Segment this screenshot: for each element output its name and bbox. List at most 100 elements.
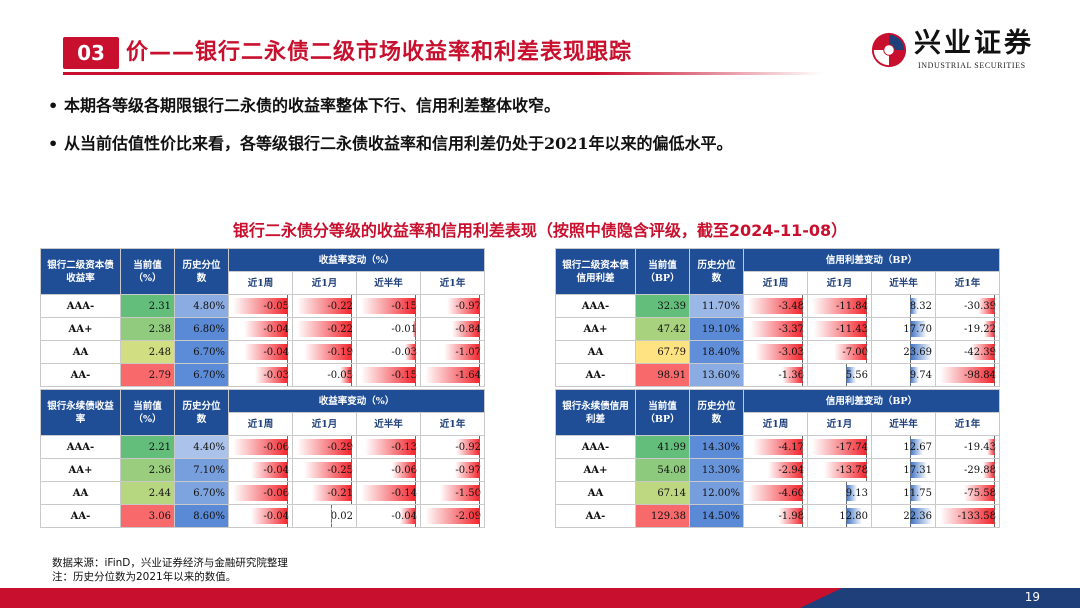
change-bar (424, 367, 481, 383)
change-value: -3.37 (778, 323, 804, 335)
zero-axis (802, 341, 804, 363)
change-cell: -4.60 (743, 481, 808, 505)
header-period: 近半年 (871, 271, 936, 295)
change-cell: -0.06 (228, 481, 293, 505)
rating-label: AA- (40, 363, 121, 387)
header-period: 近1月 (807, 412, 872, 436)
change-cell: -2.09 (419, 504, 486, 528)
change-bar (232, 298, 289, 314)
header-current-value: 当前值（BP） (635, 389, 690, 436)
percentile-value: 6.70% (174, 340, 229, 364)
change-value: -0.29 (327, 441, 353, 453)
table-row: AA 2.44 6.70% -0.06 -0.21 -0.14 -1.50 (40, 481, 486, 505)
percentile-value: 4.80% (174, 294, 229, 318)
percentile-value: 6.80% (174, 317, 229, 341)
header-current-value: 当前值（BP） (635, 248, 690, 295)
change-cell: -0.21 (292, 481, 357, 505)
change-cell: -4.17 (743, 435, 808, 459)
zero-axis (479, 364, 481, 386)
change-value: -0.15 (391, 300, 417, 312)
change-bar (909, 508, 933, 524)
header-period: 近1月 (807, 271, 872, 295)
change-value: 12.67 (903, 441, 932, 453)
zero-axis (287, 505, 289, 527)
change-cell: -29.88 (935, 458, 1000, 482)
change-cell: -0.25 (292, 458, 357, 482)
header-period: 近1周 (228, 412, 293, 436)
change-cell: -0.06 (228, 435, 293, 459)
header-change-group: 收益率变动（%） (227, 389, 486, 413)
change-bar (987, 439, 996, 455)
change-bar (232, 485, 289, 501)
change-value: -0.04 (263, 346, 289, 358)
percentile-value: 13.30% (689, 458, 744, 482)
percentile-value: 8.60% (174, 504, 229, 528)
company-logo: 兴业证券 INDUSTRIAL SECURITIES (870, 27, 1060, 75)
change-bar (296, 321, 353, 337)
header-current-value: 当前值（%） (120, 248, 175, 295)
zero-axis (866, 459, 868, 481)
zero-axis (994, 364, 996, 386)
current-value: 67.14 (635, 481, 690, 505)
zero-axis (802, 364, 804, 386)
table-row: AA+ 2.36 7.10% -0.04 -0.25 -0.06 -0.97 (40, 458, 486, 482)
zero-axis (415, 318, 417, 340)
change-bar (909, 439, 923, 455)
rating-label: AA- (555, 363, 636, 387)
zero-axis (415, 295, 417, 317)
change-value: -0.97 (455, 300, 482, 312)
zero-axis (909, 459, 911, 481)
header-instrument: 银行永续债收益率 (40, 389, 121, 436)
change-cell: -3.37 (743, 317, 808, 341)
current-value: 2.38 (120, 317, 175, 341)
change-value: 0.02 (330, 510, 353, 522)
change-bar (424, 508, 481, 524)
source-note: 数据来源：iFinD，兴业证券经济与金融研究院整理 注：历史分位数为2021年以… (52, 556, 288, 584)
change-value: -13.78 (835, 464, 868, 476)
zero-axis (802, 459, 804, 481)
change-bar (963, 485, 996, 501)
change-value: -98.84 (963, 369, 996, 381)
change-cell: -7.00 (807, 340, 872, 364)
change-cell: -0.14 (356, 481, 421, 505)
zero-axis (802, 318, 804, 340)
zero-axis (866, 436, 868, 458)
percentile-value: 11.70% (689, 294, 744, 318)
zero-axis (994, 341, 996, 363)
zero-axis (479, 318, 481, 340)
change-bar (232, 439, 289, 455)
change-cell: -30.39 (935, 294, 1000, 318)
change-cell: -1.36 (743, 363, 808, 387)
change-bar (440, 485, 481, 501)
current-value: 2.44 (120, 481, 175, 505)
change-cell: -17.74 (807, 435, 872, 459)
header-instrument: 银行二级资本债信用利差 (555, 248, 636, 295)
zero-axis (802, 505, 804, 527)
change-value: -0.22 (327, 323, 353, 335)
change-cell: 0.02 (292, 504, 357, 528)
table-row: AA+ 54.08 13.30% -2.94 -13.78 17.31 -29.88 (555, 458, 1000, 482)
table-row: AA 2.48 6.70% -0.04 -0.19 -0.03 -1.07 (40, 340, 486, 364)
change-bar (845, 485, 858, 501)
change-bar (749, 321, 804, 337)
rating-label: AA- (555, 504, 636, 528)
change-cell: -0.97 (419, 294, 486, 318)
change-value: 11.75 (903, 487, 932, 499)
current-value: 129.38 (635, 504, 690, 528)
change-value: -0.15 (391, 369, 417, 381)
change-cell: -133.58 (935, 504, 1000, 528)
zero-axis (479, 482, 481, 504)
current-value: 3.06 (120, 504, 175, 528)
change-value: -11.43 (835, 323, 868, 335)
footer-bar (0, 588, 1080, 608)
zero-axis (351, 482, 353, 504)
change-cell: 5.56 (807, 363, 872, 387)
zero-axis (351, 459, 353, 481)
table-row: AA 67.79 18.40% -3.03 -7.00 23.69 -42.39 (555, 340, 1000, 364)
header-change-group: 信用利差变动（BP） (743, 389, 1000, 413)
header-period: 近1周 (743, 412, 808, 436)
change-value: 22.36 (903, 510, 932, 522)
header-percentile: 历史分位数 (174, 389, 229, 436)
change-bar (909, 485, 922, 501)
zero-axis (994, 295, 996, 317)
